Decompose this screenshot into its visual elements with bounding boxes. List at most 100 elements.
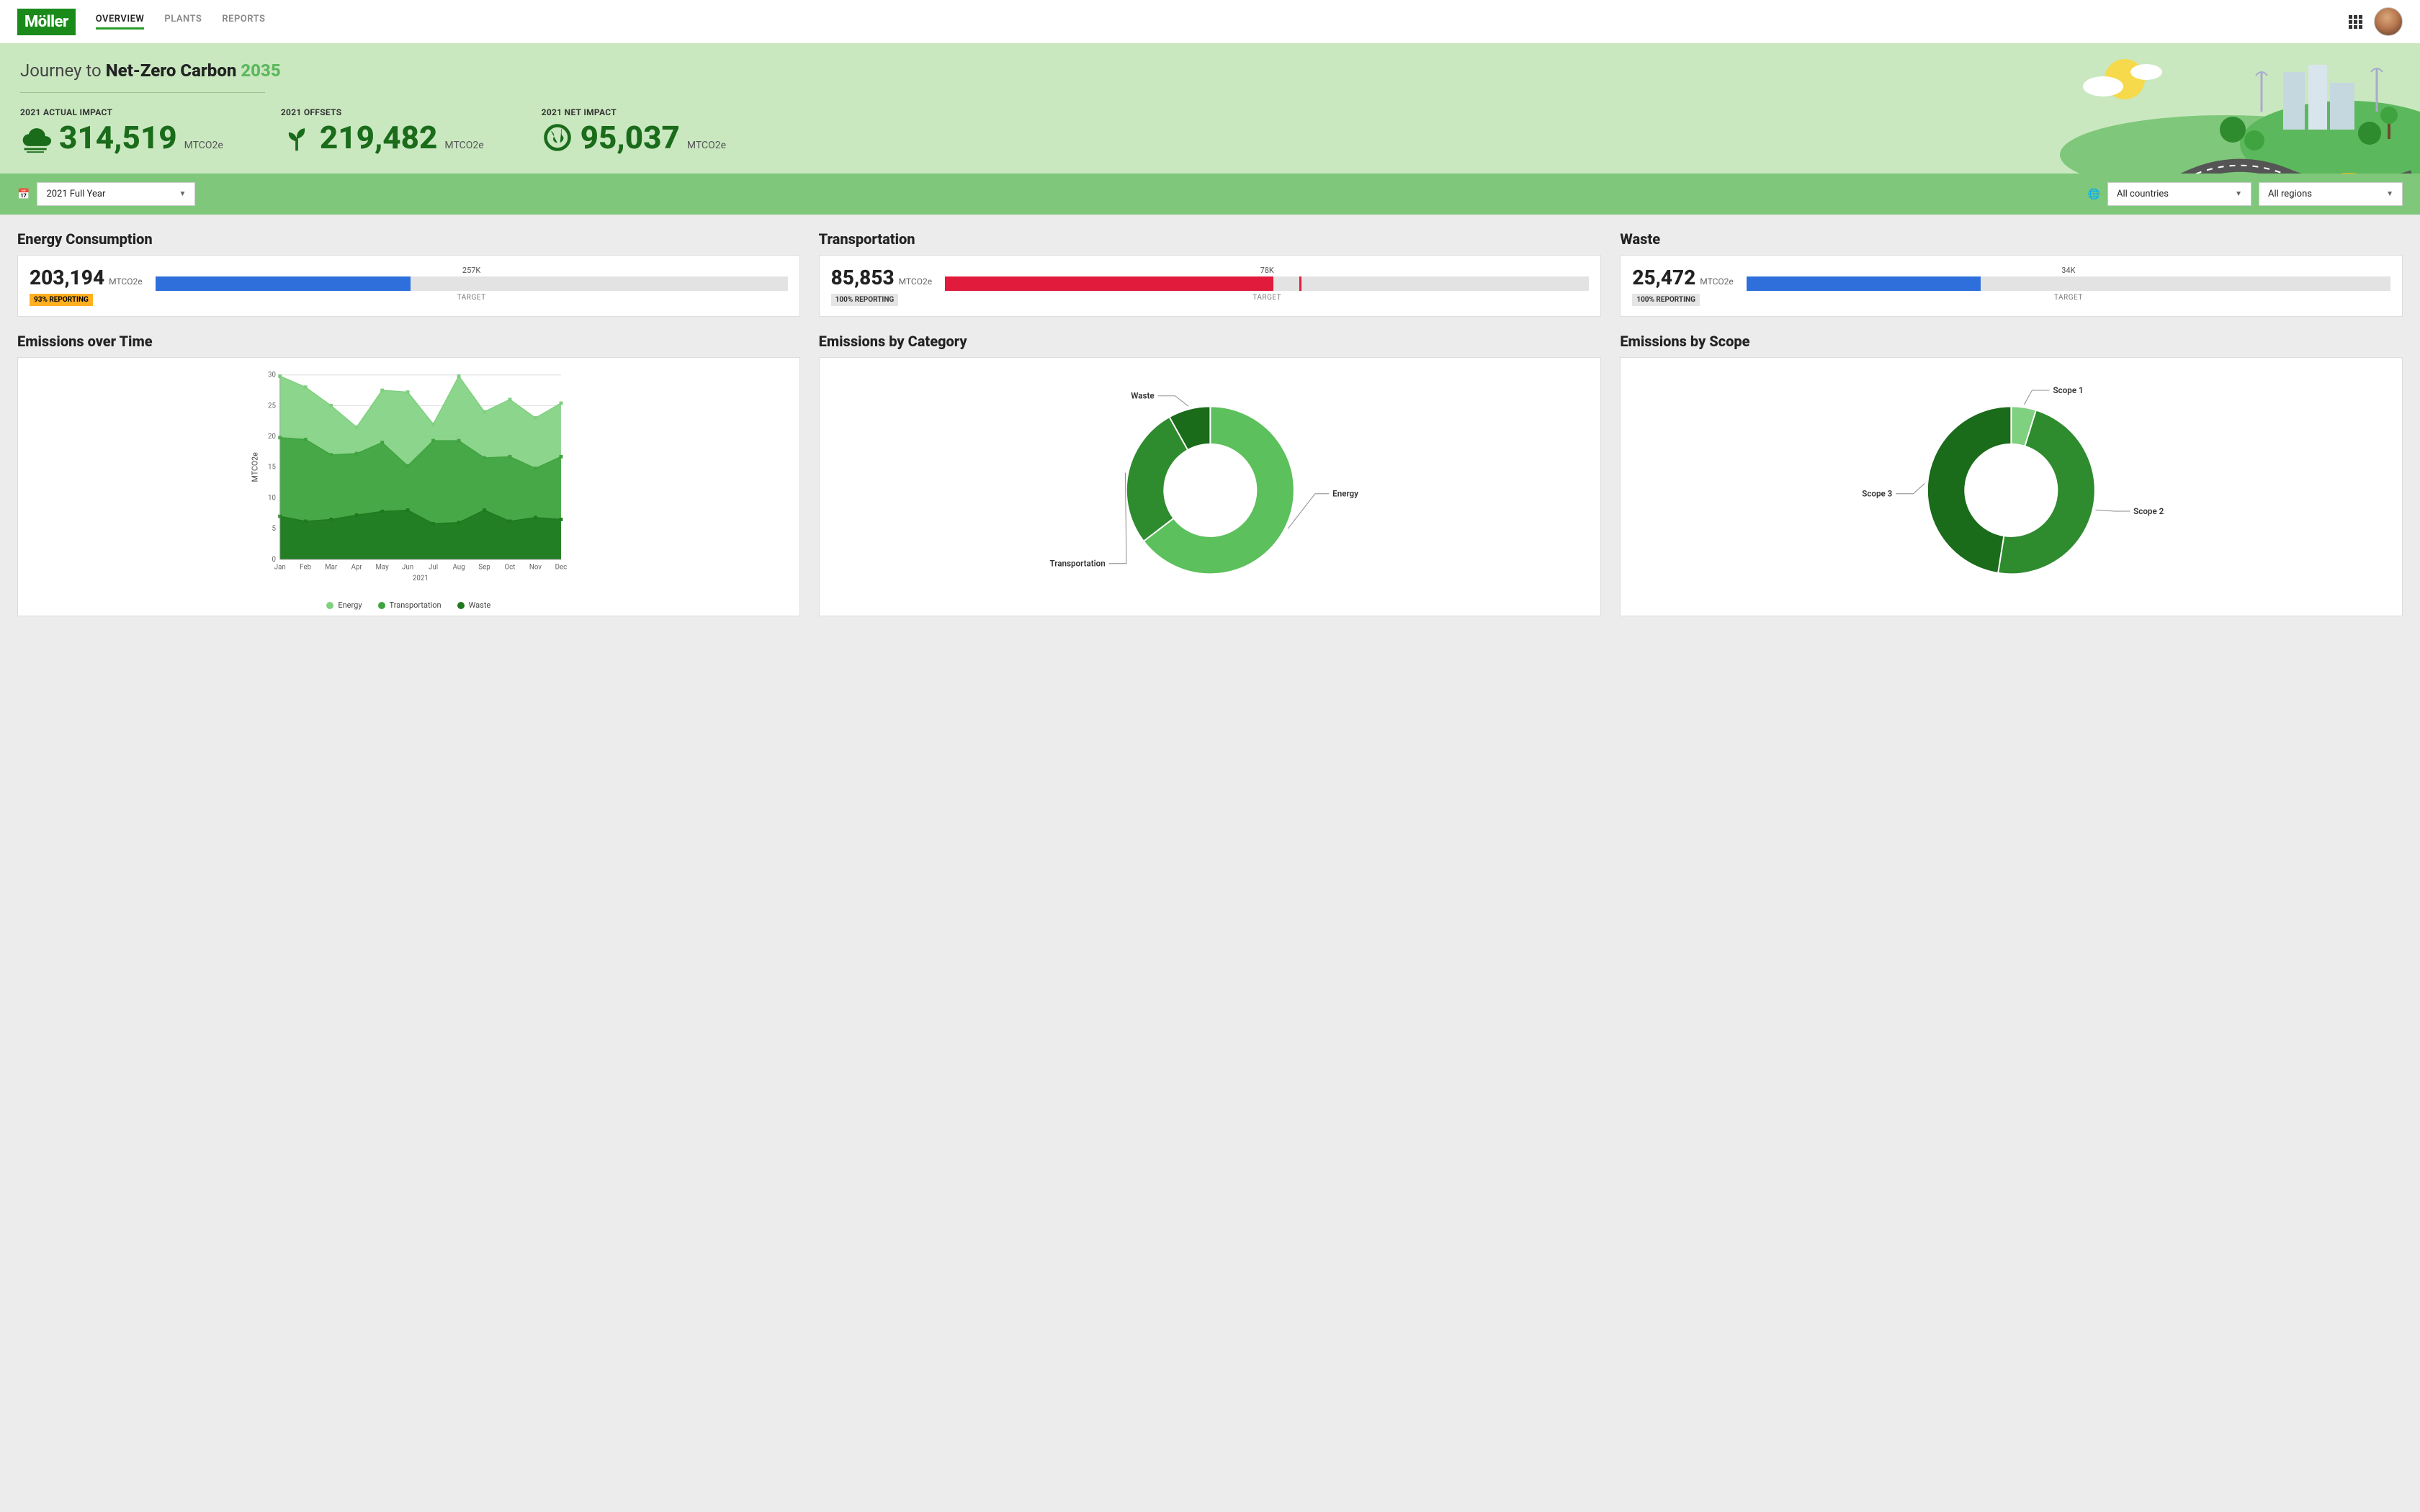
- svg-text:Scope 3: Scope 3: [1863, 489, 1893, 499]
- hero-title-bold: Net-Zero Carbon: [106, 60, 241, 81]
- user-avatar[interactable]: [2374, 7, 2403, 36]
- nav-reports[interactable]: REPORTS: [222, 14, 265, 30]
- svg-text:Jan: Jan: [274, 564, 286, 572]
- svg-text:10: 10: [268, 494, 276, 502]
- country-select[interactable]: All countries ▼: [2107, 182, 2251, 206]
- hero-metric-offsets: 2021 OFFSETS 219,482 MTCO2e: [281, 107, 484, 153]
- hero-title-year: 2035: [241, 60, 280, 81]
- region-select-value: All regions: [2268, 189, 2312, 199]
- topbar: Möller OVERVIEW PLANTS REPORTS: [0, 0, 2420, 43]
- content-grid: Energy Consumption 203,194 MTCO2e 93% RE…: [0, 215, 2420, 632]
- apps-grid-icon[interactable]: [2349, 15, 2362, 29]
- kpi-waste-section: Waste 25,472 MTCO2e 100% REPORTING 34K T…: [1620, 230, 2403, 317]
- svg-text:Jun: Jun: [402, 564, 413, 572]
- topbar-right: [2349, 7, 2403, 36]
- svg-text:Nov: Nov: [529, 564, 542, 572]
- svg-text:Scope 1: Scope 1: [2053, 385, 2084, 395]
- svg-text:Apr: Apr: [351, 564, 363, 572]
- reporting-badge: 93% REPORTING: [30, 294, 93, 306]
- kpi-unit: MTCO2e: [1700, 276, 1733, 287]
- svg-text:May: May: [375, 564, 389, 572]
- reporting-badge: 100% REPORTING: [1632, 294, 1700, 306]
- target-value: 34K: [1747, 266, 2390, 275]
- svg-text:Dec: Dec: [555, 564, 568, 572]
- kpi-title: Energy Consumption: [17, 230, 800, 248]
- chevron-down-icon: ▼: [179, 190, 187, 198]
- hero-metric-unit: MTCO2e: [444, 140, 483, 151]
- progress-marker: [1978, 276, 1981, 291]
- globe-icon: [542, 122, 573, 153]
- hero-title-prefix: Journey to: [20, 60, 106, 81]
- reporting-badge: 100% REPORTING: [831, 294, 899, 306]
- cloud-icon: [20, 122, 52, 153]
- kpi-title: Transportation: [819, 230, 1602, 248]
- progress-fill: [156, 276, 408, 291]
- chevron-down-icon: ▼: [2235, 190, 2242, 198]
- chart-legend: Energy Transportation Waste: [18, 600, 799, 610]
- target-value: 257K: [156, 266, 788, 275]
- hero-metric-unit: MTCO2e: [687, 140, 726, 151]
- donut-chart-scope: Scope 1 Scope 2 Scope 3: [1632, 368, 2390, 606]
- chart-title: Emissions over Time: [17, 333, 800, 350]
- sprout-icon: [281, 122, 313, 153]
- donut-chart-category: Energy Transportation Waste: [831, 368, 1590, 606]
- chevron-down-icon: ▼: [2386, 190, 2393, 198]
- hero-metric-label: 2021 NET IMPACT: [542, 107, 726, 117]
- svg-text:Waste: Waste: [1131, 391, 1154, 401]
- svg-text:Transportation: Transportation: [1049, 559, 1105, 569]
- hero-metric-value: 95,037: [581, 122, 680, 153]
- svg-text:Scope 2: Scope 2: [2134, 506, 2164, 516]
- svg-text:Oct: Oct: [505, 564, 516, 572]
- hero-metric-net: 2021 NET IMPACT 95,037 MTCO2e: [542, 107, 726, 153]
- svg-text:20: 20: [268, 433, 276, 441]
- svg-text:MTCO2e: MTCO2e: [251, 452, 260, 482]
- brand-logo: Möller: [17, 9, 76, 35]
- hero-metric-value: 219,482: [320, 122, 438, 153]
- progress-marker: [1299, 276, 1301, 291]
- hero-metric-label: 2021 ACTUAL IMPACT: [20, 107, 223, 117]
- svg-text:Energy: Energy: [1332, 489, 1358, 499]
- target-caption: TARGET: [1747, 294, 2390, 302]
- svg-text:5: 5: [272, 525, 276, 533]
- stacked-area-chart: 051015202530JanFebMarAprMayJunJulAugSepO…: [30, 368, 788, 606]
- svg-text:25: 25: [268, 402, 276, 410]
- country-select-value: All countries: [2117, 189, 2169, 199]
- target-caption: TARGET: [945, 294, 1589, 302]
- kpi-energy-section: Energy Consumption 203,194 MTCO2e 93% RE…: [17, 230, 800, 317]
- progress-fill: [1747, 276, 1978, 291]
- nav-plants[interactable]: PLANTS: [164, 14, 202, 30]
- kpi-energy-card: 203,194 MTCO2e 93% REPORTING 257K TARGET: [17, 255, 800, 317]
- hero-illustration: [2045, 43, 2420, 174]
- hero-metric-value: 314,519: [59, 122, 177, 153]
- hero-divider: [20, 92, 265, 93]
- kpi-waste-card: 25,472 MTCO2e 100% REPORTING 34K TARGET: [1620, 255, 2403, 317]
- nav-overview[interactable]: OVERVIEW: [96, 14, 145, 30]
- svg-text:Jul: Jul: [429, 564, 438, 572]
- legend-energy: Energy: [326, 600, 362, 610]
- emissions-over-time-card: 051015202530JanFebMarAprMayJunJulAugSepO…: [17, 357, 800, 616]
- progress-fill: [945, 276, 1273, 291]
- period-select-value: 2021 Full Year: [46, 189, 105, 199]
- hero-metric-actual: 2021 ACTUAL IMPACT 314,519 MTCO2e: [20, 107, 223, 153]
- kpi-value: 85,853: [831, 266, 895, 289]
- kpi-transportation-card: 85,853 MTCO2e 100% REPORTING 78K TARGET: [819, 255, 1602, 317]
- svg-text:Aug: Aug: [453, 564, 465, 572]
- kpi-value: 203,194: [30, 266, 104, 289]
- globe-filter-icon: 🌐: [2088, 189, 2100, 200]
- progress-bar: [945, 276, 1589, 291]
- region-select[interactable]: All regions ▼: [2259, 182, 2403, 206]
- calendar-icon: 📅: [17, 189, 30, 200]
- chart-title: Emissions by Category: [819, 333, 1602, 350]
- progress-bar: [1747, 276, 2390, 291]
- svg-text:Feb: Feb: [300, 564, 311, 572]
- kpi-value: 25,472: [1632, 266, 1695, 289]
- period-select[interactable]: 2021 Full Year ▼: [37, 182, 195, 206]
- target-caption: TARGET: [156, 294, 788, 302]
- svg-text:Sep: Sep: [478, 564, 490, 572]
- filter-bar: 📅 2021 Full Year ▼ 🌐 All countries ▼ All…: [0, 174, 2420, 215]
- progress-bar: [156, 276, 788, 291]
- main-nav: OVERVIEW PLANTS REPORTS: [96, 14, 266, 30]
- hero-metric-unit: MTCO2e: [184, 140, 223, 151]
- target-value: 78K: [945, 266, 1589, 275]
- kpi-unit: MTCO2e: [899, 276, 932, 287]
